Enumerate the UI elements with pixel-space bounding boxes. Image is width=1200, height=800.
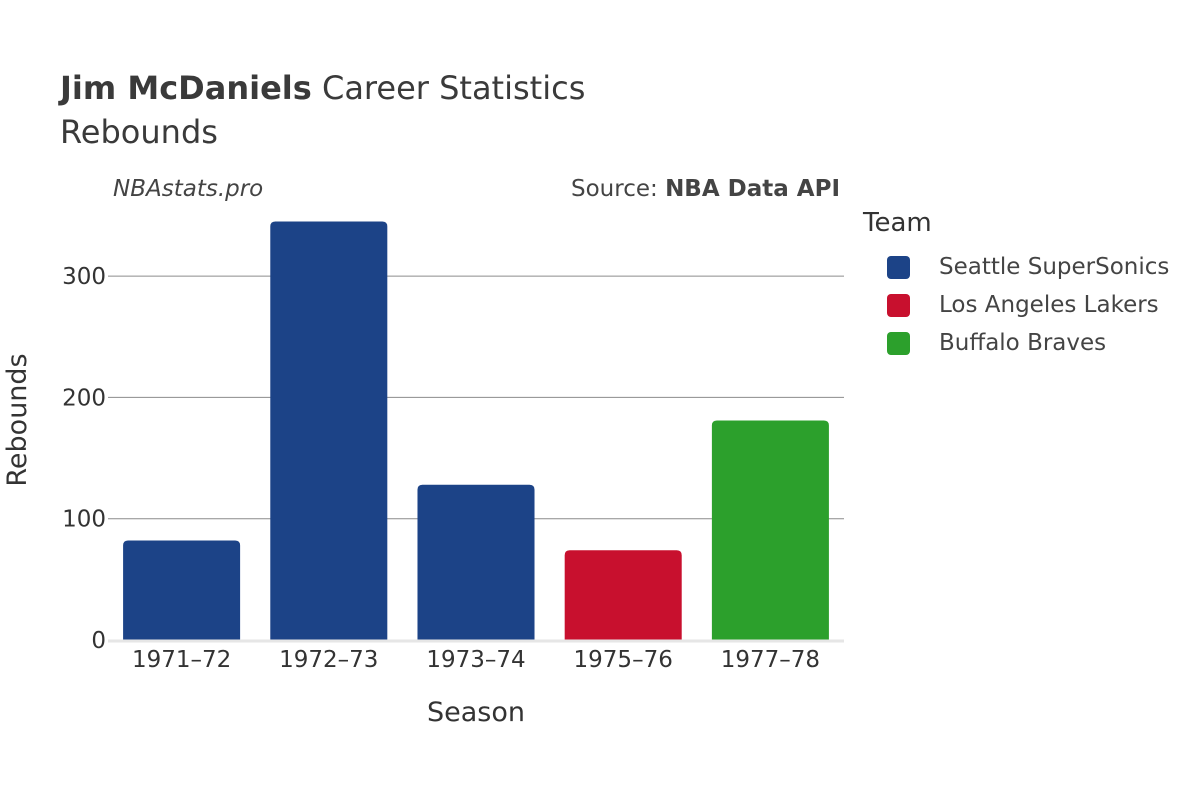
chart-title: Jim McDaniels Career Statistics Rebounds [60, 66, 585, 154]
x-tick-label: 1972–73 [279, 647, 378, 673]
legend-title: Team [863, 208, 932, 238]
legend-label: Seattle SuperSonics [939, 254, 1170, 280]
source-prefix: Source: [571, 176, 666, 202]
y-axis-title: Rebounds [2, 353, 33, 486]
legend: Team Seattle SuperSonics Los Angeles Lak… [863, 208, 1169, 362]
bar[interactable] [123, 540, 241, 640]
legend-swatch [887, 293, 910, 317]
legend-item[interactable]: Los Angeles Lakers [863, 286, 1169, 324]
y-tick-label: 100 [62, 507, 106, 533]
bar[interactable] [417, 484, 535, 640]
legend-swatch [887, 255, 910, 279]
x-tick-label: 1977–78 [721, 647, 820, 673]
legend-label: Los Angeles Lakers [939, 292, 1159, 318]
x-tick-label: 1971–72 [132, 647, 231, 673]
watermark: NBAstats.pro [113, 176, 264, 202]
source-credit: Source: NBA Data API [571, 176, 840, 202]
bar[interactable] [270, 221, 388, 640]
x-tick-label: 1973–74 [426, 647, 525, 673]
legend-item[interactable]: Seattle SuperSonics [863, 248, 1169, 286]
legend-item[interactable]: Buffalo Braves [863, 324, 1169, 362]
title-player-name: Jim McDaniels [60, 69, 312, 107]
x-axis-title: Season [427, 697, 525, 728]
y-tick-label: 200 [62, 385, 106, 411]
axes: 0 100 200 300 1971–72 1972–73 1973–74 1975–76 19… [62, 264, 844, 673]
y-tick-label: 0 [91, 628, 106, 654]
legend-swatch [887, 331, 910, 355]
bar[interactable] [564, 550, 682, 640]
bars [123, 221, 829, 640]
legend-label: Buffalo Braves [939, 330, 1107, 356]
source-name: NBA Data API [665, 176, 840, 202]
chart-subtitle: Rebounds [60, 113, 218, 151]
title-suffix: Career Statistics [311, 69, 586, 107]
x-tick-label: 1975–76 [574, 647, 673, 673]
y-tick-label: 300 [62, 264, 106, 290]
bar[interactable] [711, 420, 829, 640]
